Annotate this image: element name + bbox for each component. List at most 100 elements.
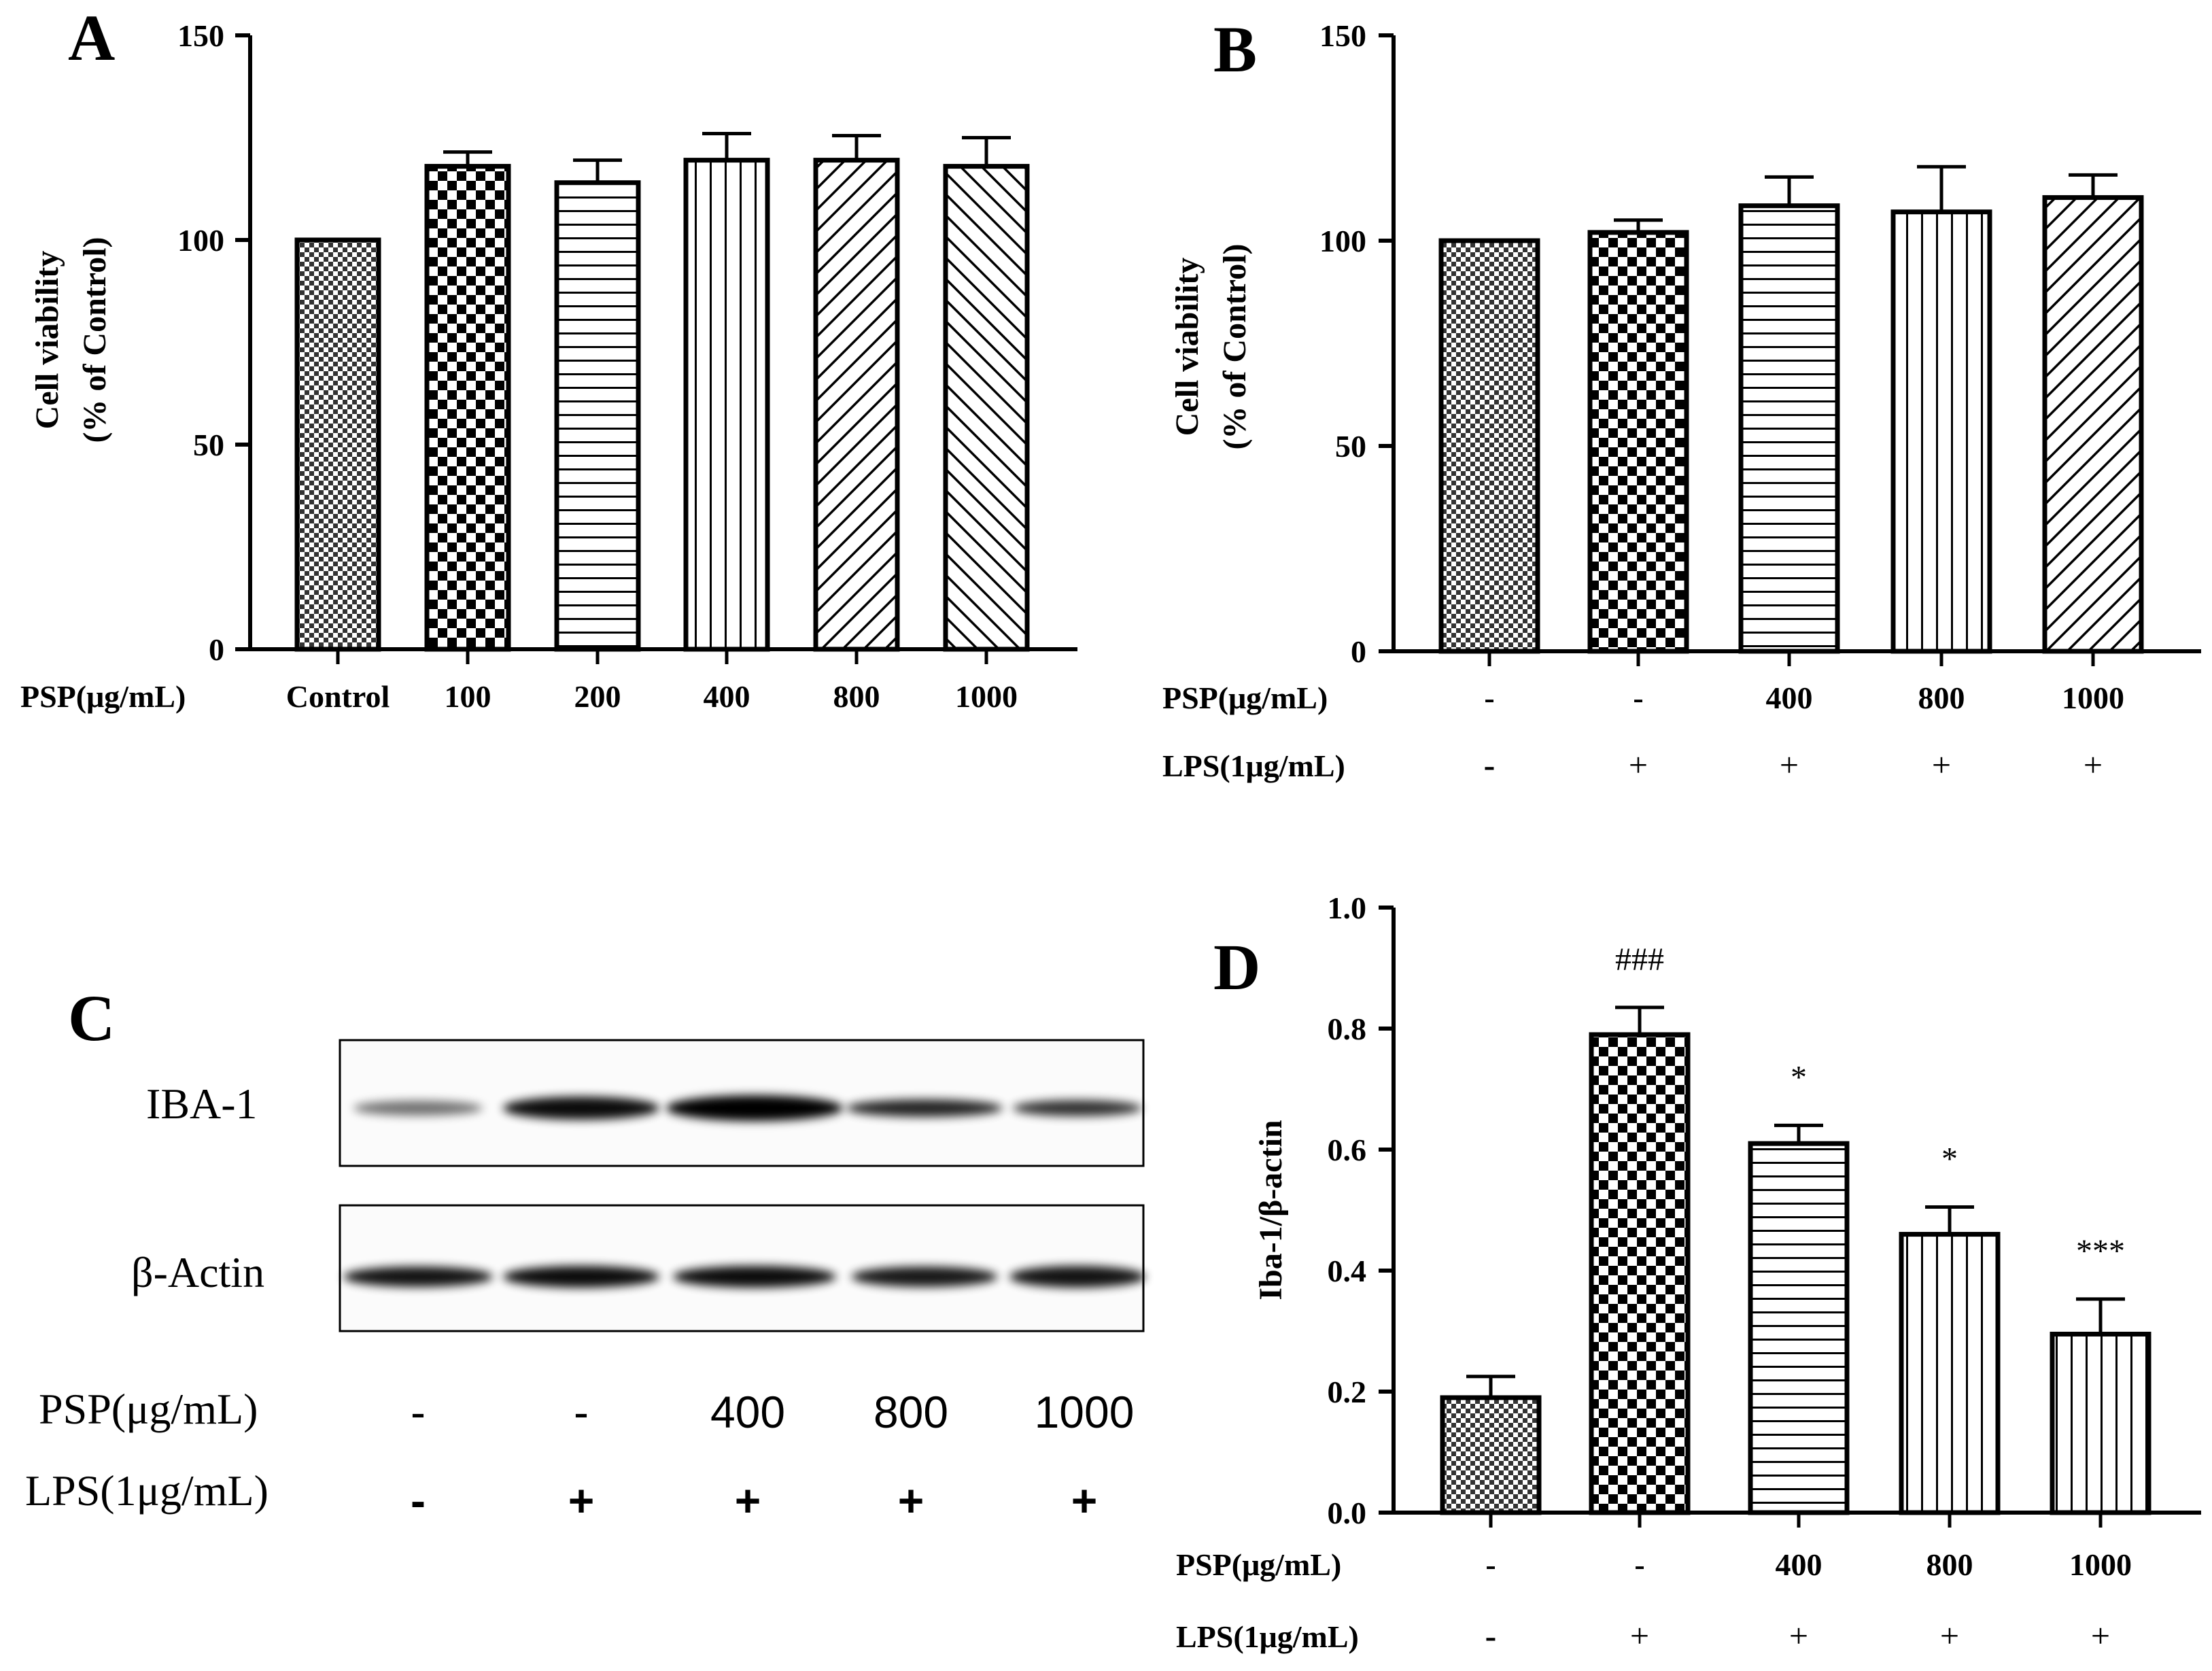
y-tick-label: 50 bbox=[1335, 429, 1366, 464]
y-tick-label: 100 bbox=[1319, 224, 1366, 258]
lps-label: - bbox=[1484, 746, 1496, 784]
panel-label-c: C bbox=[68, 982, 115, 1054]
x-tick-label: 200 bbox=[574, 679, 621, 714]
chart-d: 0.0 0.2 0.4 0.6 0.8 1.0 Iba-1/β-actin - - - + ### 40… bbox=[1176, 891, 2201, 1655]
bar bbox=[294, 237, 381, 652]
y-tick-label: 0.8 bbox=[1328, 1012, 1367, 1046]
lps-label: + bbox=[2084, 746, 2103, 784]
bar bbox=[1748, 1141, 1850, 1515]
x-tick-label: 400 bbox=[1776, 1547, 1822, 1582]
x-tick-label: - bbox=[1485, 1547, 1496, 1582]
actin-band bbox=[673, 1266, 836, 1288]
lps-label: + bbox=[1789, 1617, 1808, 1655]
blot-psp-value: 1000 bbox=[1035, 1387, 1135, 1437]
lps-label: + bbox=[1940, 1617, 1959, 1655]
x-tick-label: 1000 bbox=[955, 679, 1018, 714]
panel-label-b: B bbox=[1213, 13, 1257, 86]
actin-label: β-Actin bbox=[131, 1248, 264, 1296]
panel-label-a: A bbox=[68, 1, 115, 74]
lps-label: + bbox=[1629, 746, 1648, 784]
y-axis-label: (% of Control) bbox=[77, 237, 113, 443]
y-axis-label: Iba-1/β-actin bbox=[1253, 1120, 1289, 1300]
bar bbox=[943, 164, 1030, 652]
bar bbox=[813, 158, 900, 652]
x-tick-label: 400 bbox=[704, 679, 750, 714]
x-tick-label: 1000 bbox=[2062, 681, 2124, 715]
lps-label: + bbox=[1932, 746, 1951, 784]
x-tick-label: - bbox=[1634, 1547, 1644, 1582]
y-tick-label: 50 bbox=[193, 428, 224, 462]
blot-psp-value: - bbox=[411, 1387, 426, 1437]
blot-lps-value: - bbox=[411, 1475, 426, 1526]
x-tick-label: 1000 bbox=[2069, 1547, 2132, 1582]
bar bbox=[1440, 1395, 1542, 1515]
y-tick-label: 0.4 bbox=[1328, 1254, 1367, 1288]
iba1-label: IBA-1 bbox=[146, 1080, 258, 1128]
blot-psp-label: PSP(μg/mL) bbox=[39, 1385, 258, 1433]
bar bbox=[1589, 1032, 1691, 1515]
y-axis-label: Cell viability bbox=[29, 251, 65, 430]
bar bbox=[1587, 230, 1689, 654]
iba1-band bbox=[1013, 1100, 1142, 1116]
y-tick-label: 0.6 bbox=[1328, 1133, 1367, 1167]
bar bbox=[424, 164, 511, 652]
lps-label: + bbox=[1780, 746, 1799, 784]
x-tick-label: 400 bbox=[1766, 681, 1813, 715]
bar bbox=[2050, 1331, 2151, 1515]
blot-conditions: - - 400 800 1000 - + + + + bbox=[411, 1387, 1134, 1526]
lps-label: - bbox=[1485, 1617, 1497, 1655]
bar bbox=[1899, 1232, 2001, 1515]
blot-lps-value: + bbox=[735, 1475, 761, 1526]
blot-psp-value: 400 bbox=[710, 1387, 785, 1437]
lps-label: + bbox=[1630, 1617, 1649, 1655]
western-blot: IBA-1 β-Actin PSP(μg/mL) LPS(1μg/mL) - - 4… bbox=[25, 1039, 1145, 1526]
x-tick-label: Control bbox=[286, 679, 390, 714]
x-tick-label: - bbox=[1484, 681, 1494, 715]
blot-lps-label: LPS(1μg/mL) bbox=[25, 1466, 269, 1515]
y-tick-label: 150 bbox=[177, 18, 224, 53]
bar bbox=[683, 158, 770, 652]
significance-label: ### bbox=[1615, 942, 1664, 978]
iba1-band bbox=[846, 1099, 1003, 1117]
chart-b: 0 50 100 150 Cell viability (% of Control) - - -… bbox=[1162, 18, 2201, 784]
blot-psp-value: - bbox=[574, 1387, 589, 1437]
y-tick-label: 0 bbox=[1351, 634, 1366, 669]
significance-label: * bbox=[1941, 1141, 1958, 1177]
row-label: LPS(1μg/mL) bbox=[1176, 1619, 1359, 1654]
significance-label: *** bbox=[2076, 1233, 2125, 1269]
iba1-band bbox=[666, 1095, 843, 1121]
y-tick-label: 100 bbox=[177, 223, 224, 258]
actin-band bbox=[851, 1267, 998, 1287]
bar bbox=[1438, 238, 1540, 654]
bar bbox=[1738, 203, 1840, 654]
y-axis-label: (% of Control) bbox=[1217, 243, 1253, 449]
actin-band bbox=[343, 1267, 493, 1287]
x-tick-label: 800 bbox=[1926, 1547, 1973, 1582]
bar bbox=[554, 180, 641, 652]
panel-label-d: D bbox=[1213, 931, 1260, 1003]
x-tick-label: 800 bbox=[833, 679, 880, 714]
row-label: PSP(μg/mL) bbox=[20, 679, 186, 714]
row-label: LPS(1μg/mL) bbox=[1162, 748, 1345, 783]
bar bbox=[1890, 209, 1992, 654]
blot-lps-value: + bbox=[568, 1475, 595, 1526]
y-tick-label: 0.0 bbox=[1328, 1496, 1367, 1530]
blot-psp-value: 800 bbox=[874, 1387, 948, 1437]
bar bbox=[2042, 195, 2144, 654]
actin-band bbox=[503, 1266, 659, 1288]
significance-label: * bbox=[1791, 1059, 1807, 1095]
x-tick-label: - bbox=[1633, 681, 1643, 715]
actin-band bbox=[1009, 1266, 1145, 1288]
y-axis-label: Cell viability bbox=[1169, 258, 1205, 436]
blot-lps-value: + bbox=[1071, 1475, 1098, 1526]
x-tick-label: 100 bbox=[445, 679, 491, 714]
blot-bands bbox=[343, 1095, 1145, 1288]
row-label: PSP(μg/mL) bbox=[1162, 681, 1328, 715]
blot-lps-value: + bbox=[898, 1475, 924, 1526]
lps-label: + bbox=[2091, 1617, 2110, 1655]
iba1-band bbox=[503, 1097, 659, 1120]
y-tick-label: 1.0 bbox=[1328, 891, 1367, 925]
y-tick-label: 0 bbox=[209, 632, 224, 667]
row-label: PSP(μg/mL) bbox=[1176, 1547, 1341, 1582]
